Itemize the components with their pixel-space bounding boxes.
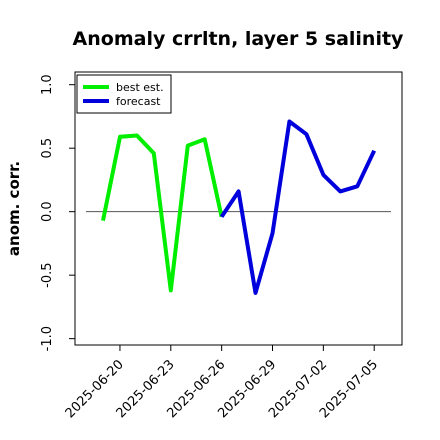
legend-box — [76, 74, 172, 114]
y-tick-label: -1.0 — [40, 326, 55, 351]
series-line-forecast — [219, 119, 377, 295]
y-axis-ticks: -1.0 -0.5 0.0 0.5 1.0 — [40, 74, 75, 351]
x-axis-ticks: 2025-06-202025-06-232025-06-262025-06-29… — [63, 345, 381, 421]
y-axis-label: anom. corr. — [5, 161, 23, 256]
y-tick-label: 1.0 — [40, 74, 55, 95]
y-tick-label: 0.0 — [40, 201, 55, 222]
chart-title: Anomaly crrltn, layer 5 salinity — [73, 28, 404, 50]
legend-label: best est. — [116, 81, 164, 94]
y-tick-label: 0.5 — [40, 138, 55, 159]
plot-area-frame — [74, 71, 403, 346]
legend: best est.forecast — [76, 74, 172, 114]
series-group — [101, 119, 377, 295]
legend-label: forecast — [116, 95, 161, 108]
series-line-best-est — [101, 133, 224, 293]
y-tick-label: -0.5 — [40, 262, 55, 287]
